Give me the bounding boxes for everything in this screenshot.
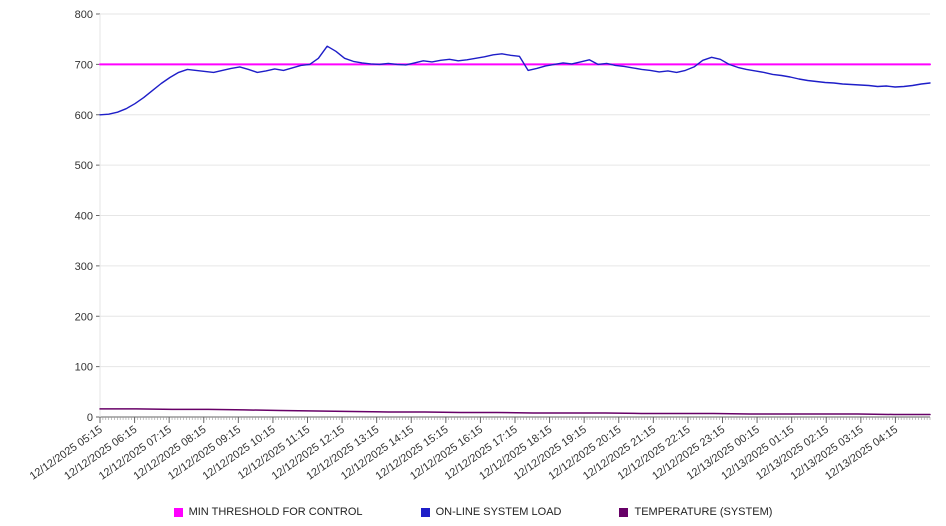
y-tick-label: 300 bbox=[75, 261, 93, 273]
gridlines bbox=[96, 13, 930, 418]
y-tick-label: 200 bbox=[75, 311, 93, 323]
y-axis-labels: 0 100 200 300 400 500 600 700 800 bbox=[75, 9, 93, 424]
legend-item-min-threshold: MIN THRESHOLD FOR CONTROL bbox=[173, 506, 363, 518]
y-tick-label: 400 bbox=[75, 211, 93, 223]
legend-item-temperature-system: TEMPERATURE (SYSTEM) bbox=[619, 506, 772, 518]
legend-label-min-threshold: MIN THRESHOLD FOR CONTROL bbox=[188, 506, 363, 518]
legend-swatch-min-threshold-icon bbox=[173, 507, 183, 517]
legend-swatch-online-system-load-icon bbox=[420, 507, 430, 517]
series-line-1 bbox=[99, 45, 931, 116]
legend-swatch-temperature-system-icon bbox=[619, 507, 629, 517]
y-tick-label: 500 bbox=[75, 160, 93, 172]
y-tick-label: 800 bbox=[75, 9, 93, 21]
legend-item-online-system-load: ON-LINE SYSTEM LOAD bbox=[420, 506, 562, 518]
y-tick-label: 600 bbox=[75, 110, 93, 122]
legend-label-temperature-system: TEMPERATURE (SYSTEM) bbox=[634, 506, 773, 518]
y-tick-label: 100 bbox=[75, 362, 93, 374]
x-axis-minor-ticks bbox=[99, 417, 931, 420]
y-tick-label: 700 bbox=[75, 59, 93, 71]
series-line-2 bbox=[99, 408, 931, 416]
y-tick-label: 0 bbox=[87, 412, 93, 424]
chart-legend: MIN THRESHOLD FOR CONTROL ON-LINE SYSTEM… bbox=[0, 506, 946, 518]
legend-label-online-system-load: ON-LINE SYSTEM LOAD bbox=[435, 506, 562, 518]
